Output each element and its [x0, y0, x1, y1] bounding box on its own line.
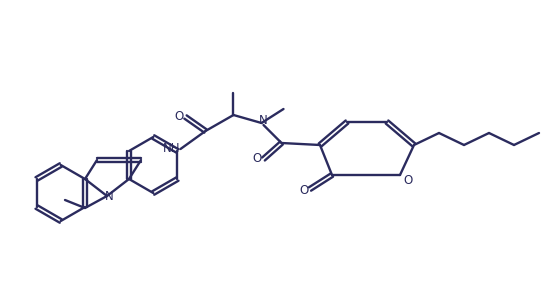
Text: NH: NH [163, 142, 180, 156]
Text: O: O [299, 184, 309, 198]
Text: O: O [175, 111, 184, 123]
Text: N: N [104, 190, 113, 204]
Text: N: N [259, 114, 268, 128]
Text: O: O [253, 153, 262, 165]
Text: O: O [403, 173, 412, 187]
